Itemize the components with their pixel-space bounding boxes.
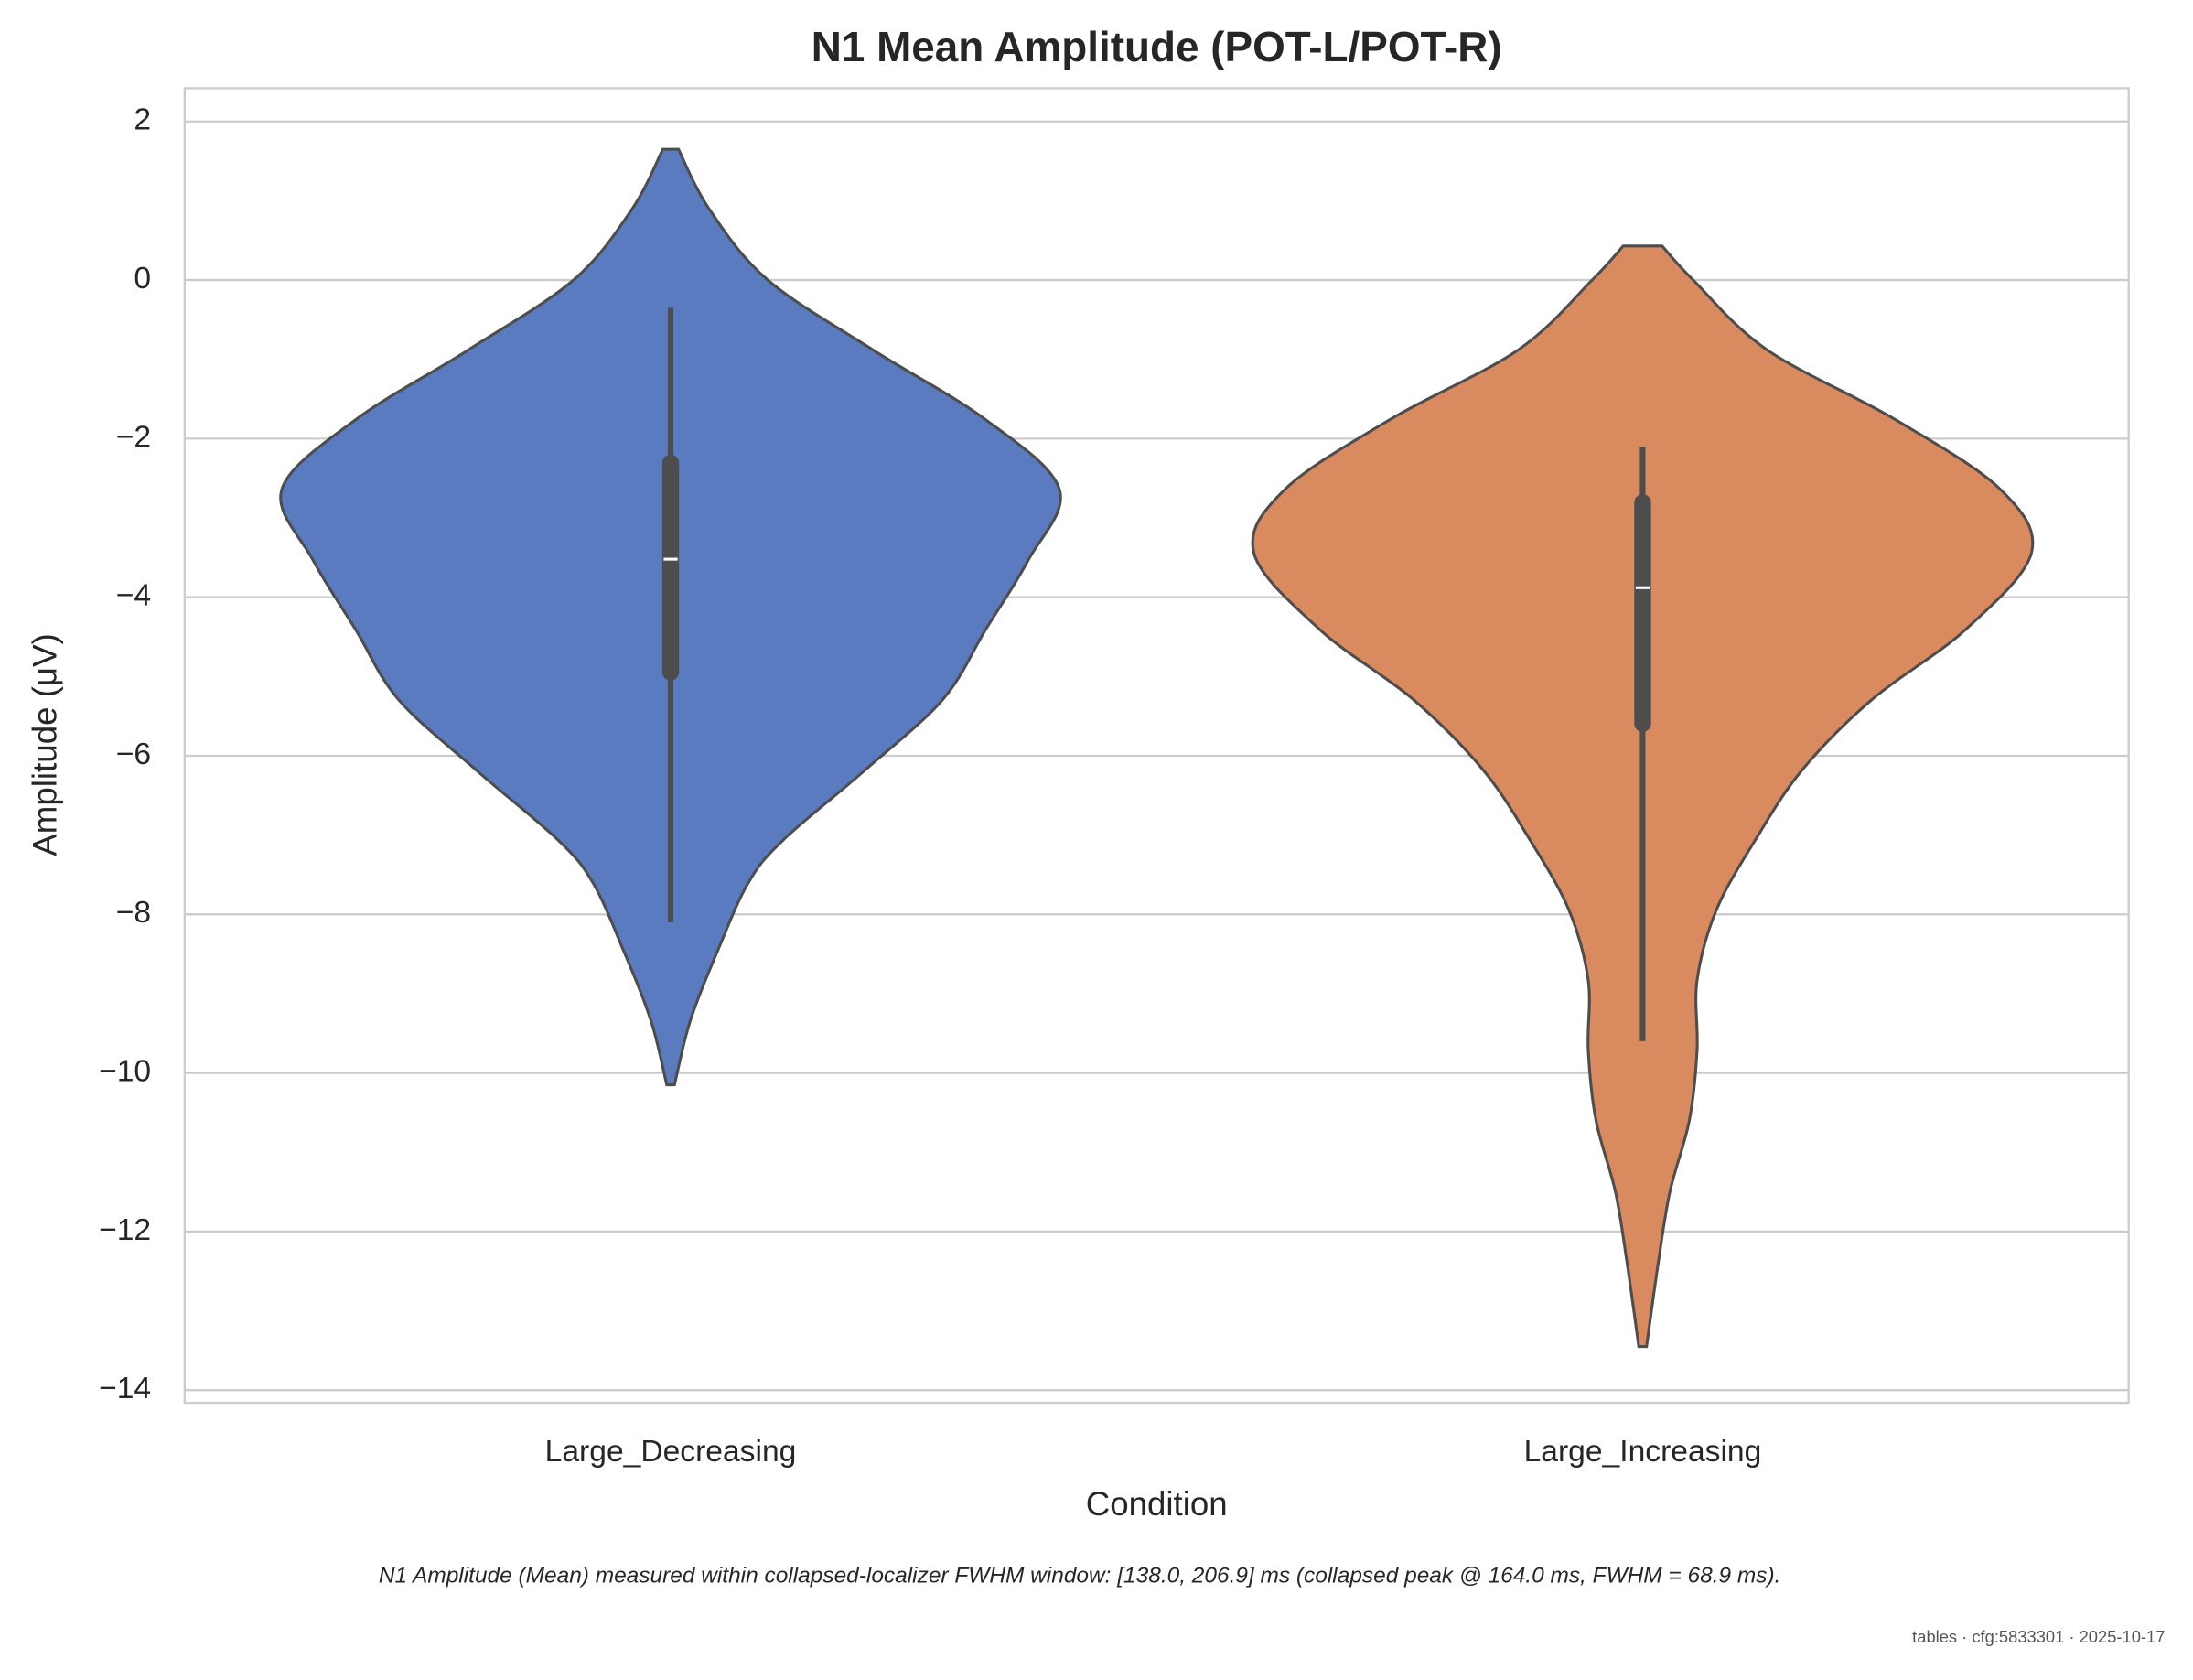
y-tick-label: −8 [116, 896, 151, 930]
plot-frame [183, 87, 2130, 1405]
y-tick-label: 0 [134, 262, 151, 296]
y-tick-label: −6 [116, 738, 151, 771]
caption: N1 Amplitude (Mean) measured within coll… [379, 1563, 1780, 1588]
chart-title: N1 Mean Amplitude (POT-L/POT-R) [812, 23, 1502, 70]
iqr-box [661, 454, 680, 681]
y-tick-label: 2 [134, 103, 151, 137]
y-tick-label: −4 [116, 579, 151, 613]
x-tick-label: Large_Decreasing [545, 1435, 797, 1469]
footer: tables · cfg:5833301 · 2025-10-17 [1912, 1627, 2165, 1646]
y-tick-label: −14 [99, 1372, 151, 1405]
y-tick-label: −12 [99, 1213, 151, 1247]
x-tick-label: Large_Increasing [1524, 1435, 1762, 1469]
iqr-box [1634, 494, 1651, 732]
y-tick-label: −10 [99, 1054, 151, 1088]
x-axis-label: Condition [1086, 1485, 1228, 1523]
y-axis-label: Amplitude (μV) [27, 633, 64, 856]
y-tick-label: −2 [116, 420, 151, 454]
